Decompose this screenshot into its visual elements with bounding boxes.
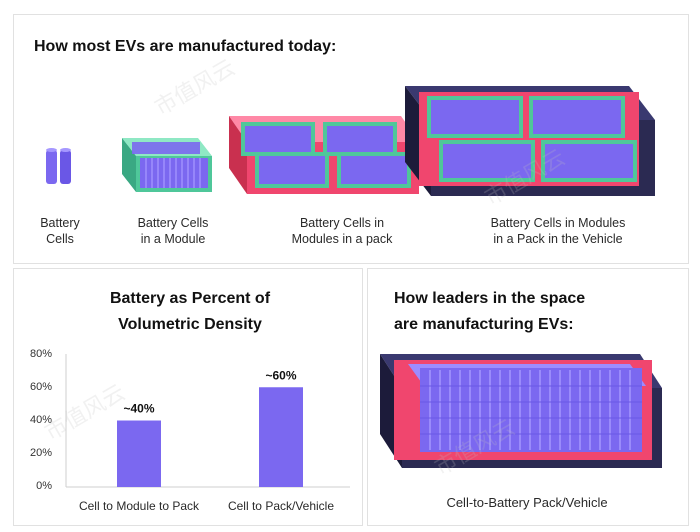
y-tick-20: 20%: [29, 447, 52, 459]
label-cells-in-module: Battery Cells in a Module: [137, 216, 209, 246]
bar-data-label: ~40%: [123, 402, 154, 416]
y-tick-40: 40%: [29, 414, 52, 426]
right-panel-title: How leaders in the space are manufacturi…: [394, 290, 586, 333]
bar-2: [259, 387, 303, 487]
label-pack-in-vehicle: Battery Cells in Modules in a Pack in th…: [490, 216, 626, 246]
y-tick-80: 80%: [29, 348, 52, 360]
y-tick-60: 60%: [29, 381, 52, 393]
x-category-label: Cell to Module to Pack: [79, 499, 200, 513]
chart-panel: [13, 268, 363, 526]
chart-title: Battery as Percent of Volumetric Density: [109, 290, 271, 333]
right-panel-caption: Cell-to-Battery Pack/Vehicle: [446, 495, 608, 510]
pack-illustration: [229, 116, 419, 194]
label-battery-cells: Battery Cells: [40, 216, 80, 246]
x-category-label: Cell to Pack/Vehicle: [228, 499, 334, 513]
vehicle-illustration: [405, 86, 655, 196]
module-illustration: [122, 138, 212, 192]
bar-1: [117, 420, 161, 487]
y-tick-0: 0%: [36, 480, 52, 492]
bar-data-label: ~60%: [265, 368, 296, 382]
cell-to-pack-illustration: [380, 354, 662, 468]
label-modules-in-pack: Battery Cells in Modules in a pack: [291, 216, 393, 246]
battery-cells-illustration: [46, 148, 71, 184]
top-panel-title: How most EVs are manufactured today:: [34, 38, 337, 55]
